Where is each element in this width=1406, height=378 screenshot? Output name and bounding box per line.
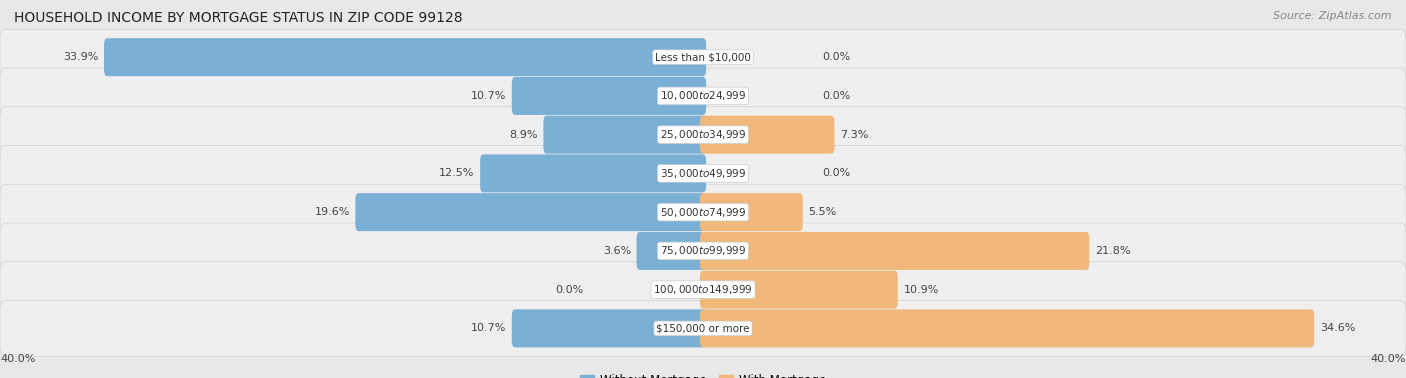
- Legend: Without Mortgage, With Mortgage: Without Mortgage, With Mortgage: [575, 369, 831, 378]
- Text: 0.0%: 0.0%: [555, 285, 583, 294]
- Text: 40.0%: 40.0%: [1371, 353, 1406, 364]
- Text: $75,000 to $99,999: $75,000 to $99,999: [659, 245, 747, 257]
- FancyBboxPatch shape: [0, 107, 1406, 163]
- FancyBboxPatch shape: [700, 310, 1315, 347]
- Text: 10.9%: 10.9%: [904, 285, 939, 294]
- FancyBboxPatch shape: [700, 193, 803, 231]
- Text: 10.7%: 10.7%: [471, 324, 506, 333]
- FancyBboxPatch shape: [481, 155, 706, 192]
- Text: HOUSEHOLD INCOME BY MORTGAGE STATUS IN ZIP CODE 99128: HOUSEHOLD INCOME BY MORTGAGE STATUS IN Z…: [14, 11, 463, 25]
- Text: 19.6%: 19.6%: [315, 207, 350, 217]
- FancyBboxPatch shape: [700, 116, 835, 153]
- Text: 21.8%: 21.8%: [1095, 246, 1130, 256]
- FancyBboxPatch shape: [0, 68, 1406, 124]
- FancyBboxPatch shape: [0, 146, 1406, 201]
- Text: 40.0%: 40.0%: [0, 353, 35, 364]
- Text: 0.0%: 0.0%: [823, 52, 851, 62]
- Text: 33.9%: 33.9%: [63, 52, 98, 62]
- Text: $50,000 to $74,999: $50,000 to $74,999: [659, 206, 747, 218]
- FancyBboxPatch shape: [543, 116, 706, 153]
- Text: $35,000 to $49,999: $35,000 to $49,999: [659, 167, 747, 180]
- FancyBboxPatch shape: [0, 223, 1406, 279]
- Text: 5.5%: 5.5%: [808, 207, 837, 217]
- Text: 12.5%: 12.5%: [439, 169, 475, 178]
- FancyBboxPatch shape: [0, 184, 1406, 240]
- Text: 10.7%: 10.7%: [471, 91, 506, 101]
- FancyBboxPatch shape: [0, 262, 1406, 318]
- Text: 0.0%: 0.0%: [823, 91, 851, 101]
- FancyBboxPatch shape: [512, 77, 706, 115]
- FancyBboxPatch shape: [0, 301, 1406, 356]
- Text: 0.0%: 0.0%: [823, 169, 851, 178]
- Text: $100,000 to $149,999: $100,000 to $149,999: [654, 283, 752, 296]
- FancyBboxPatch shape: [700, 271, 898, 308]
- Text: Less than $10,000: Less than $10,000: [655, 52, 751, 62]
- Text: 3.6%: 3.6%: [603, 246, 631, 256]
- FancyBboxPatch shape: [637, 232, 706, 270]
- FancyBboxPatch shape: [104, 38, 706, 76]
- Text: $150,000 or more: $150,000 or more: [657, 324, 749, 333]
- Text: $25,000 to $34,999: $25,000 to $34,999: [659, 128, 747, 141]
- Text: 7.3%: 7.3%: [841, 130, 869, 139]
- Text: 34.6%: 34.6%: [1320, 324, 1355, 333]
- FancyBboxPatch shape: [0, 29, 1406, 85]
- FancyBboxPatch shape: [512, 310, 706, 347]
- Text: $10,000 to $24,999: $10,000 to $24,999: [659, 90, 747, 102]
- Text: Source: ZipAtlas.com: Source: ZipAtlas.com: [1274, 11, 1392, 21]
- FancyBboxPatch shape: [356, 193, 706, 231]
- Text: 8.9%: 8.9%: [509, 130, 537, 139]
- FancyBboxPatch shape: [700, 232, 1090, 270]
